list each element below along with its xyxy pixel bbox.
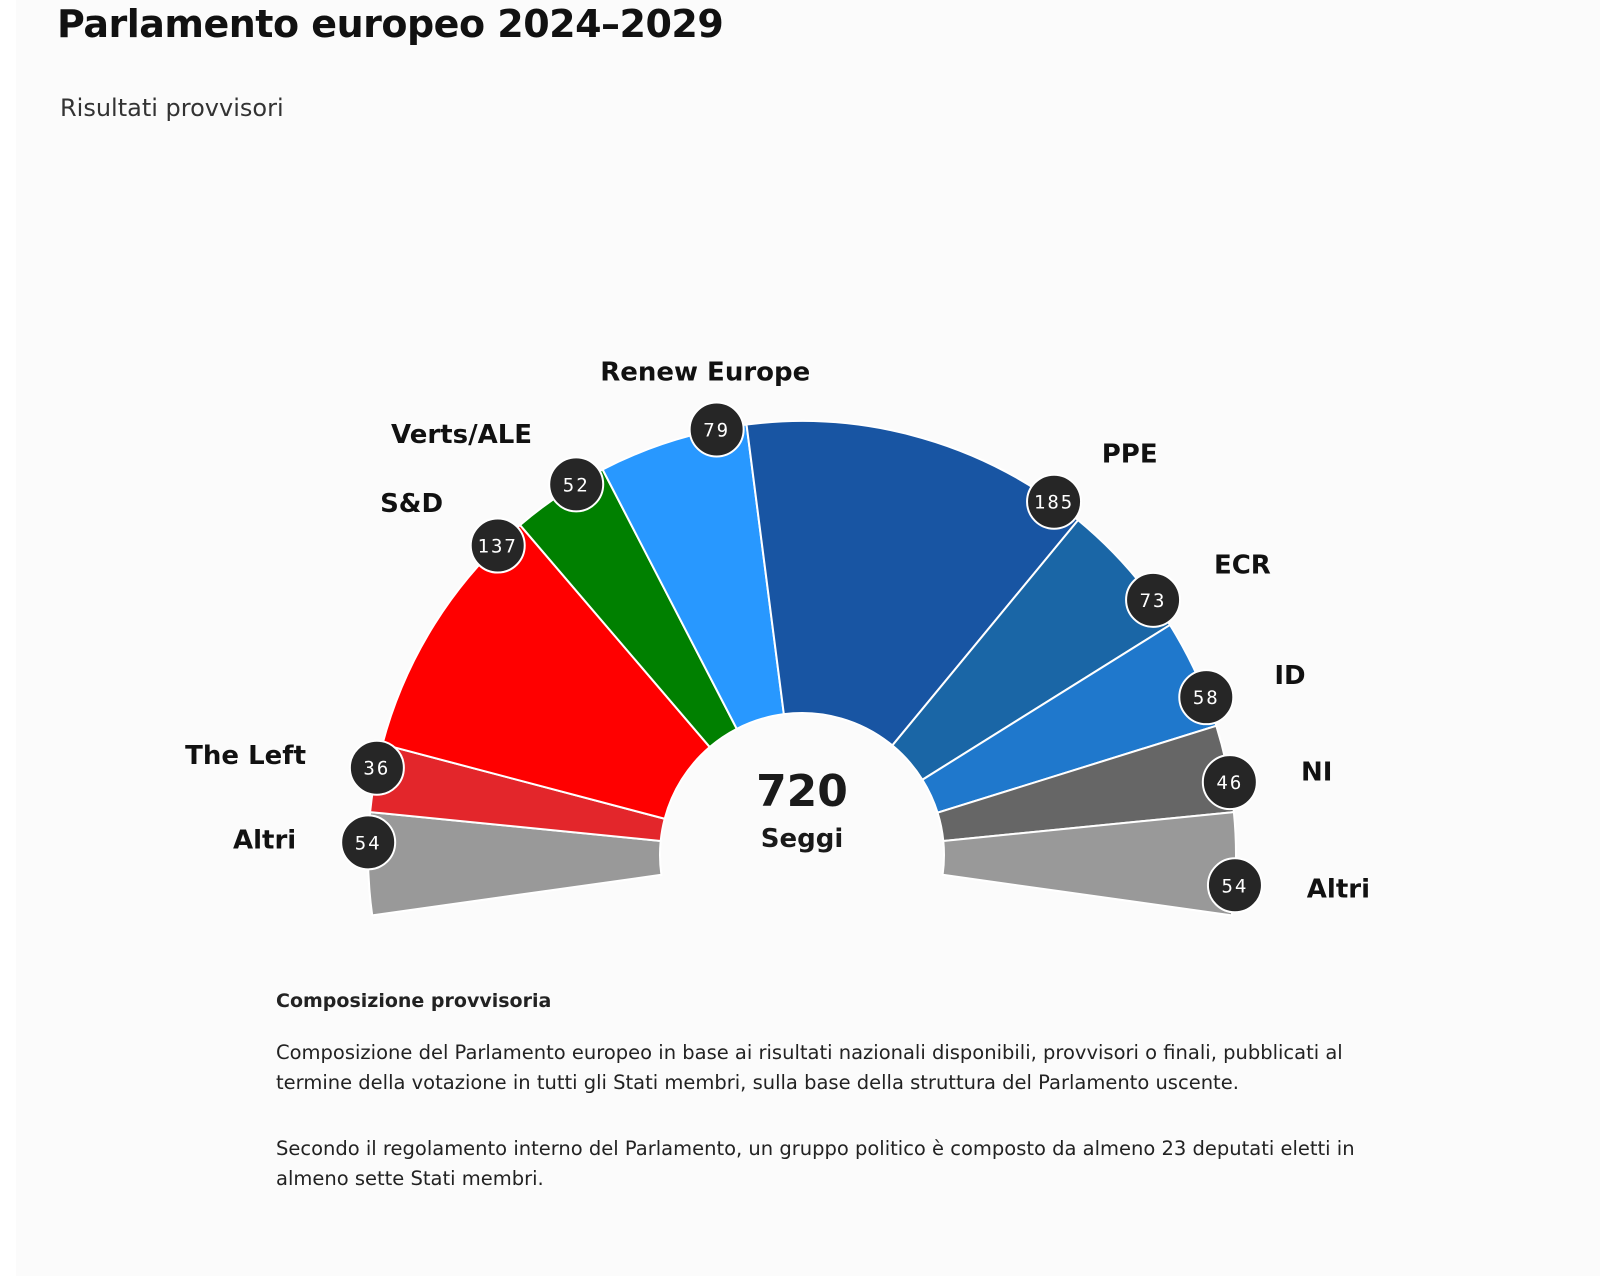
notes-paragraph-1: Composizione del Parlamento europeo in b…: [276, 1041, 1343, 1094]
notes-paragraph-2: Secondo il regolamento interno del Parla…: [276, 1137, 1355, 1190]
seat-badge-circle: [1206, 857, 1263, 914]
seat-count-altri-9: 54: [1221, 875, 1248, 897]
seat-badge-s-d-2: 137: [469, 517, 526, 574]
seat-badge-circle: [1026, 473, 1083, 530]
group-label-altri-9: Altri: [1307, 874, 1370, 904]
seat-count-the-left-1: 36: [363, 758, 390, 780]
seat-count-verts-ale-3: 52: [563, 474, 590, 496]
group-label-s-d-2: S&D: [380, 489, 443, 519]
parliament-chart: Altri The Left S&D Verts/ALE Renew Europe PPE…: [185, 358, 1370, 917]
seat-badge-id-7: 58: [1178, 669, 1235, 726]
seat-badge-altri-9: 54: [1206, 857, 1263, 914]
seat-badge-circle: [1201, 754, 1258, 811]
seat-count-s-d-2: 137: [478, 536, 518, 558]
total-seats-value: 720: [756, 766, 848, 817]
group-label-verts-ale-3: Verts/ALE: [391, 420, 532, 450]
seat-badge-ppe-5: 185: [1026, 473, 1083, 530]
page-subtitle: Risultati provvisori: [60, 94, 284, 122]
segment-altri-9: [941, 810, 1237, 917]
seat-count-ni-8: 46: [1216, 772, 1243, 794]
seat-count-altri-0: 54: [355, 832, 382, 854]
seat-badge-circle: [1178, 669, 1235, 726]
page-title: Parlamento europeo 2024–2029: [57, 2, 724, 46]
seat-badge-verts-ale-3: 52: [548, 456, 605, 513]
group-label-altri-0: Altri: [233, 826, 296, 856]
seat-badge-circle: [340, 814, 397, 871]
seat-badge-ecr-6: 73: [1125, 571, 1182, 628]
seat-count-ppe-5: 185: [1034, 492, 1074, 514]
seat-badge-circle: [469, 517, 526, 574]
notes-heading: Composizione provvisoria: [276, 990, 552, 1012]
seat-badge-circle: [1125, 571, 1182, 628]
group-label-the-left-1: The Left: [185, 741, 306, 771]
seat-badge-circle: [548, 456, 605, 513]
seat-badge-ni-8: 46: [1201, 754, 1258, 811]
notes-section: Composizione provvisoria Composizione de…: [276, 990, 1356, 1230]
group-label-renew-europe-4: Renew Europe: [600, 358, 810, 388]
seat-badge-renew-europe-4: 79: [688, 401, 745, 458]
seat-badge-circle: [348, 739, 405, 796]
group-label-ecr-6: ECR: [1214, 551, 1271, 581]
seat-badge-the-left-1: 36: [348, 739, 405, 796]
group-label-id-7: ID: [1274, 661, 1305, 691]
seat-badge-altri-0: 54: [340, 814, 397, 871]
seat-count-renew-europe-4: 79: [703, 419, 730, 441]
seat-badge-circle: [688, 401, 745, 458]
seat-count-ecr-6: 73: [1140, 590, 1167, 612]
group-label-ppe-5: PPE: [1102, 439, 1158, 469]
total-seats-label: Seggi: [761, 824, 844, 854]
seat-count-id-7: 58: [1193, 687, 1220, 709]
group-label-ni-8: NI: [1301, 757, 1332, 787]
